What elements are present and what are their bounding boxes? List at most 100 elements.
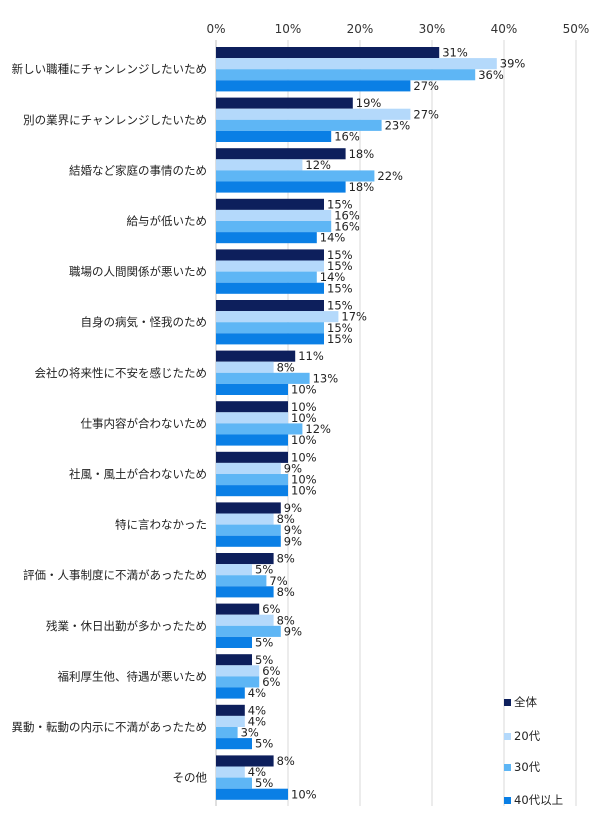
legend-label: 40代以上	[514, 793, 563, 807]
data-label: 3%	[241, 726, 259, 740]
bar	[216, 333, 324, 345]
bar	[216, 788, 288, 800]
bars	[216, 47, 497, 800]
data-label: 5%	[255, 563, 273, 577]
data-label: 8%	[277, 585, 295, 599]
bar	[216, 614, 274, 626]
bar	[216, 654, 252, 666]
legend-swatch	[504, 764, 511, 771]
data-label: 12%	[305, 158, 331, 172]
data-label: 8%	[277, 512, 295, 526]
data-label: 8%	[277, 360, 295, 374]
bar	[216, 586, 274, 598]
data-label: 6%	[262, 664, 280, 678]
x-axis-ticks: 0% 10% 20% 30% 40% 50%	[206, 22, 589, 36]
bar	[216, 474, 288, 486]
x-tick-label: 10%	[275, 22, 302, 36]
bar	[216, 181, 346, 193]
bar	[216, 502, 281, 514]
data-label: 14%	[320, 270, 346, 284]
legend-swatch	[504, 733, 511, 740]
category-label: 給与が低いため	[127, 214, 208, 228]
category-label: 評価・人事制度に不満があったため	[23, 568, 207, 582]
data-label: 10%	[291, 382, 317, 396]
legend-label: 30代	[514, 760, 541, 774]
data-label: 39%	[500, 57, 526, 71]
data-label: 10%	[291, 484, 317, 498]
data-label: 22%	[377, 169, 403, 183]
bar	[216, 361, 274, 373]
bar	[216, 350, 296, 362]
data-label: 18%	[349, 147, 375, 161]
data-label: 10%	[291, 473, 317, 487]
bar	[216, 69, 476, 81]
data-label: 23%	[385, 118, 411, 132]
bar	[216, 603, 260, 615]
bar	[216, 524, 281, 536]
bar	[216, 636, 252, 648]
legend: 全体 20代 30代 40代以上	[504, 695, 563, 807]
gridlines	[287, 40, 577, 806]
data-label: 19%	[356, 96, 382, 110]
bar	[216, 271, 317, 283]
category-label: 特に言わなかった	[115, 518, 207, 532]
bar	[216, 47, 440, 59]
data-label: 15%	[327, 281, 353, 295]
bar	[216, 260, 324, 272]
bar	[216, 451, 288, 463]
data-label: 16%	[334, 208, 360, 222]
data-label: 16%	[334, 220, 360, 234]
data-labels: 31%39%36%27%19%27%23%16%18%12%22%18%15%1…	[241, 46, 526, 802]
x-tick-label: 30%	[419, 22, 446, 36]
legend-swatch	[504, 797, 511, 804]
data-label: 5%	[255, 776, 273, 790]
data-label: 10%	[291, 400, 317, 414]
bar	[216, 665, 260, 677]
data-label: 27%	[413, 107, 439, 121]
bar	[216, 575, 267, 587]
bar	[216, 715, 245, 727]
data-label: 18%	[349, 180, 375, 194]
x-tick-label: 40%	[491, 22, 518, 36]
bar	[216, 738, 252, 750]
category-label: 新しい職種にチャンレンジしたいため	[12, 62, 207, 76]
data-label: 17%	[341, 310, 367, 324]
data-label: 10%	[291, 450, 317, 464]
data-label: 4%	[248, 765, 266, 779]
data-label: 5%	[255, 635, 273, 649]
category-label: 福利厚生他、待遇が悪いため	[58, 669, 208, 683]
data-label: 6%	[262, 602, 280, 616]
data-label: 15%	[327, 197, 353, 211]
category-labels: 新しい職種にチャンレンジしたいため別の業界にチャンレンジしたいため結婚など家庭の…	[12, 62, 208, 784]
data-label: 9%	[284, 624, 302, 638]
category-label: その他	[173, 771, 208, 785]
bar	[216, 423, 303, 435]
category-label: 自身の病気・怪我のため	[81, 315, 208, 329]
category-label: 会社の将来性に不安を感じたため	[35, 366, 208, 380]
bar	[216, 383, 288, 395]
data-label: 16%	[334, 129, 360, 143]
category-label: 職場の人間関係が悪いため	[69, 265, 207, 279]
data-label: 10%	[291, 411, 317, 425]
data-label: 15%	[327, 321, 353, 335]
bar	[216, 300, 324, 312]
bar	[216, 676, 260, 688]
bar	[216, 777, 252, 789]
bar	[216, 553, 274, 565]
bar	[216, 535, 281, 547]
legend-swatch	[504, 699, 511, 706]
bar	[216, 727, 238, 739]
bar	[216, 249, 324, 261]
data-label: 6%	[262, 675, 280, 689]
data-label: 4%	[248, 714, 266, 728]
data-label: 13%	[313, 371, 339, 385]
bar	[216, 434, 288, 446]
bar	[216, 766, 245, 778]
data-label: 4%	[248, 686, 266, 700]
data-label: 9%	[284, 501, 302, 515]
bar	[216, 513, 274, 525]
bar	[216, 755, 274, 767]
category-label: 結婚など家庭の事情のため	[69, 163, 207, 177]
x-tick-label: 50%	[563, 22, 590, 36]
